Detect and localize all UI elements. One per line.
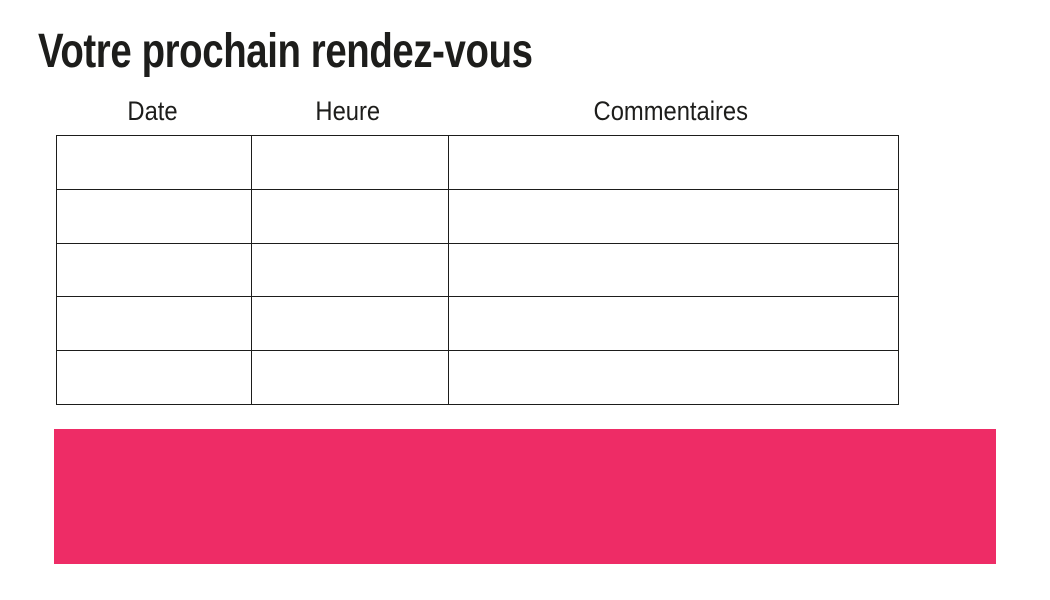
cell-heure — [251, 135, 449, 190]
table-row — [56, 135, 899, 190]
cell-heure — [251, 242, 449, 298]
cell-heure — [251, 296, 449, 352]
cell-date — [56, 296, 252, 352]
cell-commentaires — [448, 188, 899, 244]
column-header-commentaires-label: Commentaires — [593, 96, 748, 126]
cell-commentaires — [448, 296, 899, 352]
column-header-date: Date — [56, 98, 250, 125]
cell-heure — [251, 350, 449, 405]
highlight-banner — [54, 429, 996, 564]
page-title: Votre prochain rendez-vous — [38, 25, 533, 78]
column-header-heure: Heure — [250, 98, 446, 125]
cell-date — [56, 135, 252, 190]
appointments-table-body — [56, 135, 899, 405]
cell-commentaires — [448, 350, 899, 405]
appointments-table — [56, 135, 899, 405]
cell-commentaires — [448, 135, 899, 190]
cell-date — [56, 350, 252, 405]
column-header-commentaires: Commentaires — [446, 98, 895, 125]
table-row — [56, 350, 899, 405]
table-row — [56, 242, 899, 298]
table-row — [56, 188, 899, 244]
table-header-row: Date Heure Commentaires — [56, 86, 895, 135]
cell-heure — [251, 188, 449, 244]
column-header-heure-label: Heure — [315, 96, 381, 126]
cell-commentaires — [448, 242, 899, 298]
cell-date — [56, 188, 252, 244]
table-row — [56, 296, 899, 352]
cell-date — [56, 242, 252, 298]
column-header-date-label: Date — [127, 96, 179, 126]
